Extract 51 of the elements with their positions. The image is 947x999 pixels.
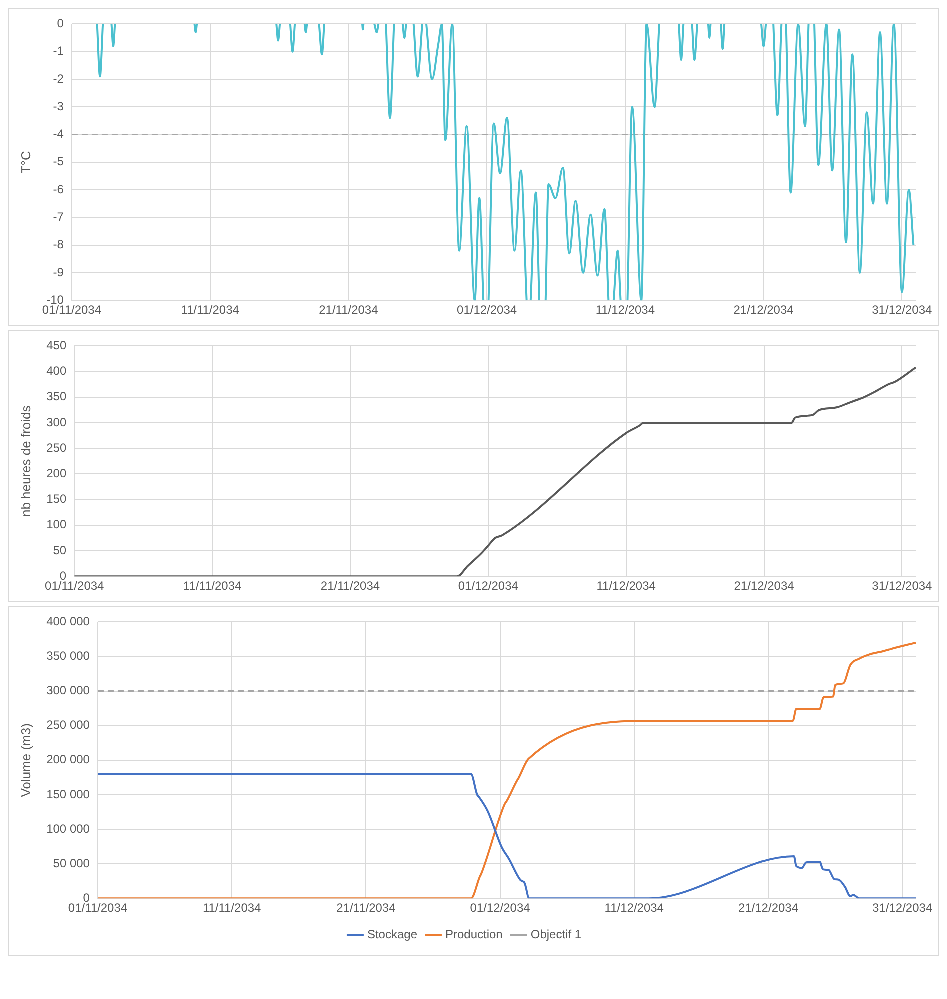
y-tick-label: 200 000 xyxy=(46,752,90,767)
y-axis-title: T°C xyxy=(18,151,34,174)
y-tick-label: 100 xyxy=(46,518,67,532)
x-tick-label: 21/11/2034 xyxy=(320,579,380,594)
y-tick-label: 250 xyxy=(46,440,67,455)
x-tick-label: 11/12/2034 xyxy=(596,579,656,594)
y-tick-label: -7 xyxy=(53,210,64,224)
x-tick-label: 21/12/2034 xyxy=(734,303,794,318)
legend-label: Production xyxy=(445,927,503,942)
y-tick-label: 300 000 xyxy=(46,684,90,698)
y-tick-label: -9 xyxy=(53,265,64,280)
y-tick-label: 50 xyxy=(53,543,67,558)
x-tick-label: 11/11/2034 xyxy=(181,303,240,318)
x-tick-label: 11/12/2034 xyxy=(596,303,656,318)
y-tick-label: 200 xyxy=(46,466,67,481)
x-tick-label: 01/12/2034 xyxy=(470,901,531,916)
x-tick-label: 31/12/2034 xyxy=(872,303,933,318)
y-tick-label: -1 xyxy=(53,44,64,58)
y-tick-label: -2 xyxy=(53,72,64,86)
y-axis-title: nb heures de froids xyxy=(18,405,34,518)
legend-label: Objectif 1 xyxy=(530,927,582,942)
y-tick-label: 350 000 xyxy=(46,649,90,664)
y-tick-label: 300 xyxy=(46,415,67,430)
x-tick-label: 21/11/2034 xyxy=(336,901,396,916)
y-tick-label: 350 xyxy=(46,390,67,404)
y-tick-label: 0 xyxy=(57,16,64,31)
y-tick-label: 400 xyxy=(46,364,67,378)
y-tick-label: 250 000 xyxy=(46,718,90,732)
x-tick-label: 01/12/2034 xyxy=(457,303,518,318)
y-tick-label: -4 xyxy=(53,127,64,142)
x-tick-label: 31/12/2034 xyxy=(872,579,933,594)
x-tick-label: 11/11/2034 xyxy=(202,901,262,916)
x-tick-label: 31/12/2034 xyxy=(872,901,933,916)
legend-label: Stockage xyxy=(367,927,418,942)
y-axis-title: Volume (m3) xyxy=(18,724,34,798)
y-tick-label: 100 000 xyxy=(46,822,90,836)
y-tick-label: 450 xyxy=(46,338,67,353)
y-tick-label: -3 xyxy=(53,99,64,114)
x-tick-label: 11/11/2034 xyxy=(183,579,242,594)
x-tick-label: 21/12/2034 xyxy=(738,901,799,916)
y-tick-label: -8 xyxy=(53,238,64,252)
y-tick-label: 150 xyxy=(46,492,67,506)
x-tick-label: 21/12/2034 xyxy=(734,579,795,594)
y-tick-label: -5 xyxy=(53,154,64,169)
y-tick-label: 150 000 xyxy=(46,787,90,802)
y-tick-label: 50 000 xyxy=(53,856,90,870)
x-tick-label: 11/12/2034 xyxy=(604,901,664,916)
x-tick-label: 01/12/2034 xyxy=(458,579,519,594)
y-tick-label: -6 xyxy=(53,182,64,196)
x-tick-label: 21/11/2034 xyxy=(319,303,379,318)
y-tick-label: 400 000 xyxy=(46,614,90,629)
